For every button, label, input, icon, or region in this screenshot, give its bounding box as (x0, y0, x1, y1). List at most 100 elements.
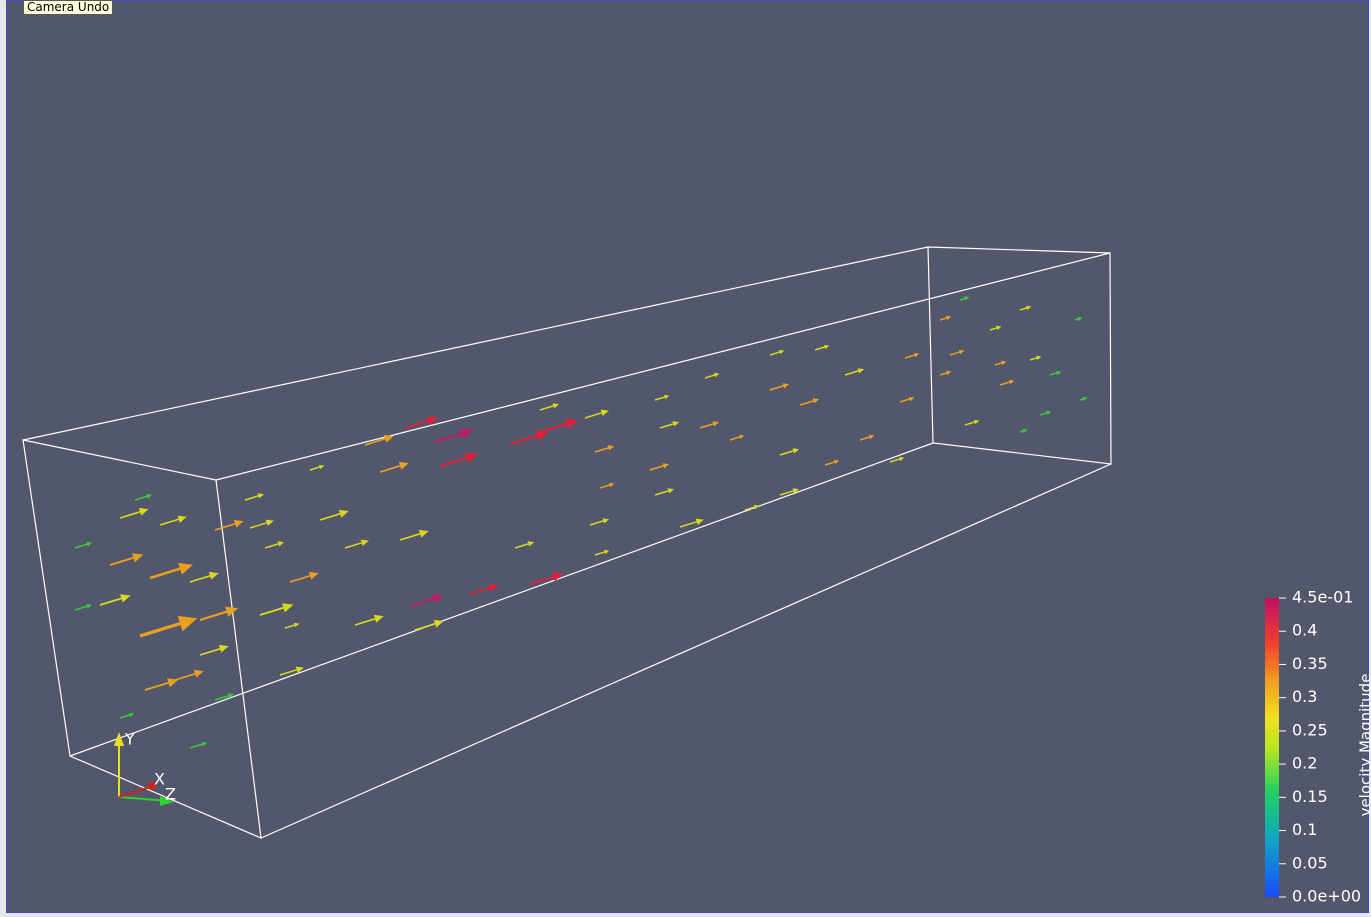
glyph-shaft (244, 495, 259, 501)
glyph-shaft (189, 574, 211, 583)
glyph-shaft (799, 400, 814, 406)
glyph-head (360, 539, 369, 547)
glyph-shaft (959, 297, 965, 301)
glyph-shaft (319, 512, 341, 521)
glyph-head (792, 448, 800, 454)
glyph-shaft (594, 551, 605, 556)
glyph-shaft (584, 412, 602, 419)
glyph-shaft (769, 351, 780, 356)
glyph-shaft (744, 506, 755, 511)
glyph-shaft (1019, 430, 1024, 433)
glyph-head (138, 507, 149, 516)
glyph-head (600, 409, 609, 417)
axis-label-z: Z (165, 785, 176, 804)
glyph-shaft (539, 422, 568, 434)
glyph-shaft (824, 461, 835, 466)
glyph-shaft (1019, 307, 1027, 311)
glyph-shaft (779, 450, 794, 456)
glyph-head (1001, 360, 1007, 366)
glyph-shaft (659, 423, 674, 429)
glyph-head (308, 571, 319, 580)
legend-tick-label: 0.0e+00 (1292, 887, 1361, 906)
color-legend: velocity Magnitude 4.5e-01 0.4 0.35 0.3 0.25… (1265, 588, 1371, 906)
glyph-head (753, 504, 760, 510)
glyph-shaft (434, 432, 463, 444)
glyph-shaft (939, 372, 947, 376)
glyph-shaft (439, 456, 468, 468)
glyph-head (908, 396, 915, 402)
glyph-shaft (149, 567, 181, 580)
glyph-shaft (469, 586, 491, 595)
glyph-head (193, 669, 204, 678)
vector-glyphs (74, 296, 1088, 749)
outline-box (22, 246, 1112, 839)
glyph-head (527, 541, 535, 547)
glyph-head (565, 418, 579, 429)
glyph-head (663, 394, 670, 400)
glyph-shaft (379, 464, 401, 473)
glyph-head (86, 603, 93, 609)
glyph-shaft (289, 574, 311, 583)
glyph-head (282, 603, 294, 613)
glyph-head (488, 583, 499, 592)
glyph-head (233, 519, 244, 528)
glyph-shaft (199, 610, 228, 622)
glyph-shaft (174, 672, 196, 681)
legend-tick-label: 0.15 (1292, 787, 1328, 806)
glyph-shaft (414, 622, 436, 631)
glyph-head (973, 419, 980, 425)
glyph-shaft (264, 543, 279, 549)
glyph-head (535, 430, 549, 441)
glyph-shaft (539, 405, 554, 411)
glyph-shaft (994, 362, 1002, 366)
glyph-shaft (1074, 318, 1079, 321)
glyph-shaft (509, 434, 538, 446)
glyph-head (293, 622, 300, 628)
render-view[interactable] (6, 0, 1369, 913)
glyph-head (608, 482, 615, 488)
glyph-shaft (599, 484, 610, 489)
glyph-head (712, 421, 720, 427)
glyph-shaft (1029, 357, 1037, 361)
glyph-head (225, 606, 239, 617)
glyph-shaft (999, 381, 1010, 386)
glyph-shaft (354, 617, 376, 626)
glyph-shaft (704, 374, 715, 379)
glyph-head (672, 421, 680, 427)
glyph-shaft (139, 621, 181, 638)
glyph-shaft (939, 317, 947, 321)
glyph-head (398, 461, 409, 470)
glyph-head (778, 349, 785, 355)
glyph-shaft (214, 695, 229, 701)
glyph-head (295, 666, 304, 674)
glyph-shaft (214, 522, 236, 531)
glyph-head (1036, 355, 1042, 361)
glyph-shaft (119, 714, 130, 719)
legend-tick-label: 0.05 (1292, 853, 1328, 872)
legend-tick-label: 0.2 (1292, 754, 1317, 773)
glyph-shaft (679, 521, 697, 528)
glyph-head (868, 434, 875, 440)
glyph-head (146, 493, 153, 499)
legend-tick-label: 0.3 (1292, 687, 1317, 706)
glyph-head (208, 571, 219, 580)
glyph-head (552, 572, 564, 582)
glyph-shaft (364, 437, 386, 446)
glyph-head (695, 518, 704, 526)
glyph-shaft (529, 575, 554, 585)
orientation-axes: Y X Z (114, 730, 176, 806)
glyph-shaft (199, 647, 221, 656)
glyph-shaft (99, 597, 122, 606)
glyph-head (1056, 370, 1062, 376)
glyph-head (552, 403, 560, 409)
glyph-head (1082, 396, 1088, 402)
glyph-shaft (1039, 412, 1047, 416)
glyph-head (662, 463, 670, 469)
glyph-shaft (594, 447, 609, 453)
glyph-head (946, 315, 952, 321)
glyph-shaft (779, 490, 794, 496)
legend-tick-label: 0.4 (1292, 621, 1317, 640)
glyph-head (218, 644, 229, 653)
glyph-head (178, 562, 193, 575)
